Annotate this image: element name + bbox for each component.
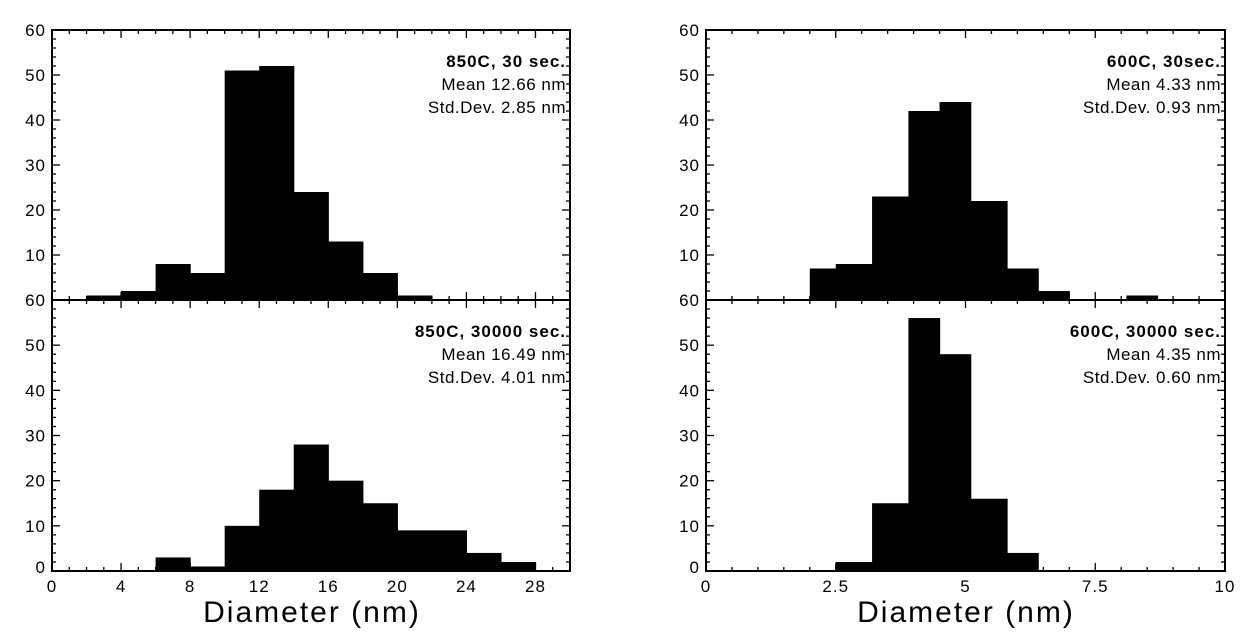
bottom-right-y-tick-label: 40 [679,381,700,400]
top-left-annotation-stat: Mean 12.66 nm [441,75,566,94]
x-tick-label: 2.5 [822,577,849,596]
top-left-y-tick-label: 30 [25,156,46,175]
top-right-bar [835,264,873,300]
bottom-left-annotation-title: 850C, 30000 sec. [415,322,566,341]
top-right-annotation-stat: Mean 4.33 nm [1106,75,1221,94]
top-right-bar [939,102,972,300]
bottom-right-bar [1007,552,1039,571]
top-left-y-tick-label: 10 [25,246,46,265]
top-left-bar [362,273,398,300]
top-right-y-tick-label: 20 [679,201,700,220]
bottom-left-y-tick-label: 60 [25,291,46,310]
top-right-y-tick-label: 60 [679,21,700,40]
bottom-left-bar [500,561,537,571]
x-tick-label: 24 [456,577,477,596]
top-right-annotation-stat: Std.Dev. 0.93 nm [1083,98,1221,117]
x-tick-label: 12 [249,577,270,596]
right-x-axis-label: Diameter (nm) [857,596,1075,629]
x-tick-label: 16 [318,577,339,596]
bottom-left-bar [224,525,260,571]
bottom-left-y-tick-label: 40 [25,381,46,400]
x-tick-label: 8 [185,577,195,596]
x-tick-label: 20 [387,577,408,596]
left-x-tick-labels: 0 4 8 12 16 20 24 28 [47,577,546,596]
top-left-y-tick-label: 40 [25,111,46,130]
bottom-right-bar [835,561,873,571]
top-left-bar [190,273,226,300]
top-left-bar [328,241,364,300]
top-right-bar [1038,291,1070,300]
bottom-right-y-tick-label: 10 [679,517,700,536]
bottom-left-y-tick-label: 30 [25,427,46,446]
bottom-right-y-tick-label: 50 [679,336,700,355]
top-right-bar [1126,295,1159,300]
top-right-y-tick-label: 40 [679,111,700,130]
left-x-axis-label: Diameter (nm) [203,596,421,629]
x-tick-label: 28 [525,577,546,596]
bottom-left-y-tick-label: 10 [25,517,46,536]
top-left-y-tick-label: 60 [25,21,46,40]
top-left-annotation-stat: Std.Dev. 2.85 nm [428,98,566,117]
bottom-left-bar [293,444,329,571]
top-left-bar [259,66,295,300]
bottom-right-annotation-title: 600C, 30000 sec. [1070,322,1221,341]
top-left-y-tick-label: 20 [25,201,46,220]
top-right-y-tick-label: 50 [679,66,700,85]
bottom-left-histogram: 60 50 40 30 20 10 0 850C, 30000 sec. Mean 16.49 … [25,291,571,577]
bottom-right-y-tick-label: 20 [679,472,700,491]
bottom-left-bar [328,480,364,571]
bottom-right-bar [908,318,941,571]
bottom-left-bar [397,530,433,571]
top-right-y-tick-label: 30 [679,156,700,175]
bottom-right-bar [970,498,1008,571]
top-right-bar [970,201,1008,300]
bottom-left-bar [155,557,191,571]
top-left-annotation-title: 850C, 30 sec. [446,52,566,71]
top-right-bar [872,196,910,300]
bottom-right-y-tick-label: 0 [690,558,700,577]
bottom-right-bar [939,354,972,571]
x-tick-label: 0 [47,577,57,596]
bottom-left-bar [362,503,398,571]
bottom-right-annotation-stat: Mean 4.35 nm [1106,345,1221,364]
x-tick-label: 0 [701,577,711,596]
top-right-histogram: 60 50 40 30 20 10 600C, 30sec. Mean 4.33 nm Std.… [679,21,1226,301]
top-left-bar [293,192,329,300]
top-right-y-tick-label: 10 [679,246,700,265]
bottom-left-bar [431,530,467,571]
bottom-left-y-tick-label: 0 [36,558,46,577]
bottom-right-annotation-stat: Std.Dev. 0.60 nm [1083,368,1221,387]
bottom-left-y-tick-label: 50 [25,336,46,355]
bottom-left-annotation-stat: Std.Dev. 4.01 nm [428,368,566,387]
top-right-bar [908,111,941,300]
top-left-histogram: 60 50 40 30 20 10 850C, 30 sec. Mean 12.66 nm St… [25,21,571,301]
x-tick-label: 7.5 [1082,577,1109,596]
bottom-right-bar [872,503,910,571]
top-right-annotation-title: 600C, 30sec. [1107,52,1221,71]
top-left-bar [121,291,157,300]
top-left-bar [224,70,260,300]
x-tick-label: 5 [960,577,970,596]
bottom-right-histogram: 60 50 40 30 20 10 0 600C, 30000 sec. Mean 4.35 n… [679,291,1226,577]
bottom-right-y-tick-label: 60 [679,291,700,310]
bottom-left-bar [259,489,295,571]
bottom-left-annotation-stat: Mean 16.49 nm [441,345,566,364]
top-right-bar [1007,268,1039,300]
bottom-left-y-tick-label: 20 [25,472,46,491]
top-right-bar [809,268,837,300]
top-left-y-tick-label: 50 [25,66,46,85]
right-x-tick-labels: 0 2.5 5 7.5 10 [701,577,1236,596]
bottom-left-bar [466,552,502,571]
top-left-bar [155,264,191,300]
bottom-right-y-tick-label: 30 [679,427,700,446]
x-tick-label: 10 [1215,577,1236,596]
x-tick-label: 4 [116,577,126,596]
